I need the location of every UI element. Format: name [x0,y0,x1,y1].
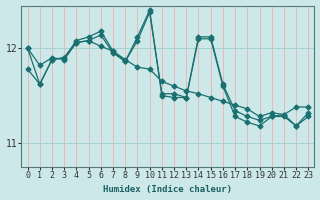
X-axis label: Humidex (Indice chaleur): Humidex (Indice chaleur) [103,185,232,194]
